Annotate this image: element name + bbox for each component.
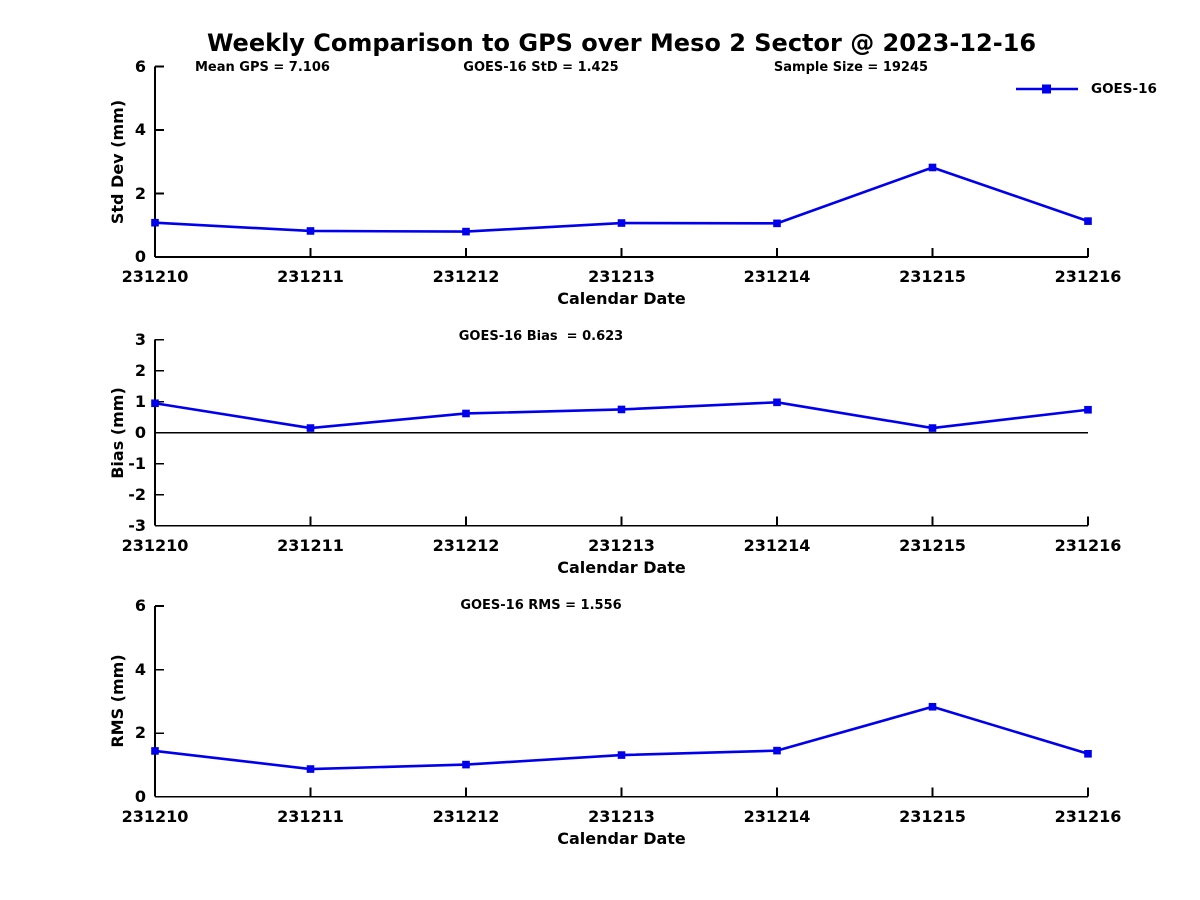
data-point-marker: [773, 398, 781, 407]
y-tick-label: -3: [128, 515, 146, 535]
data-point-marker: [617, 219, 626, 227]
data-point-marker: [1084, 405, 1092, 414]
x-tick-label: 231215: [899, 806, 966, 826]
x-tick-label: 231213: [588, 806, 655, 826]
data-point-marker: [151, 747, 159, 755]
y-axis-title: RMS (mm): [108, 654, 127, 748]
x-tick-label: 231214: [743, 267, 811, 286]
data-line: [154, 705, 1089, 771]
x-tick-label: 231212: [432, 267, 500, 286]
legend-line-sample-icon: [1016, 84, 1078, 94]
data-point-marker: [306, 765, 315, 773]
data-point-marker: [928, 424, 937, 432]
page-title: Weekly Comparison to GPS over Meso 2 Sec…: [206, 29, 1037, 57]
y-tick-label: 0: [134, 786, 146, 806]
data-point-marker: [306, 424, 315, 432]
data-point-marker: [462, 227, 470, 236]
data-point-marker: [462, 409, 470, 418]
y-axis-title: Std Dev (mm): [108, 99, 127, 224]
data-point-marker: [617, 751, 626, 759]
subplot-rms-title: GOES-16 RMS = 1.556: [460, 598, 622, 613]
data-point-marker: [306, 227, 315, 235]
data-point-marker: [773, 219, 781, 228]
x-tick-label: 231211: [277, 535, 344, 555]
x-tick-label: 231211: [277, 267, 344, 286]
y-tick-label: 4: [134, 659, 146, 679]
y-tick-label: 3: [134, 329, 146, 349]
x-tick-label: 231211: [277, 806, 344, 826]
y-tick-label: 2: [134, 360, 146, 380]
data-point-marker: [151, 399, 159, 408]
data-point-marker: [928, 163, 937, 172]
x-tick-label: 231210: [121, 806, 189, 826]
legend: GOES-16: [1014, 78, 1157, 100]
y-tick-label: 0: [134, 247, 146, 266]
x-axis-title: Calendar Date: [557, 557, 686, 577]
y-tick-label: 2: [134, 723, 146, 743]
subplot-bias-title: GOES-16 Bias = 0.623: [458, 329, 624, 344]
y-tick-label: 1: [134, 391, 146, 411]
x-tick-label: 231213: [588, 535, 655, 555]
data-point-marker: [151, 218, 159, 227]
y-tick-label: -1: [128, 453, 146, 473]
stat-mean-gps: Mean GPS = 7.106: [195, 60, 330, 75]
data-point-marker: [462, 760, 470, 769]
stat-goes16-std: GOES-16 StD = 1.425: [463, 60, 619, 75]
data-point-marker: [928, 702, 937, 711]
x-tick-label: 231216: [1054, 806, 1122, 826]
x-tick-label: 231215: [899, 267, 966, 286]
x-axis-title: Calendar Date: [557, 828, 686, 848]
legend-label: GOES-16: [1091, 81, 1157, 97]
x-axis-title: Calendar Date: [557, 289, 686, 308]
x-tick-label: 231210: [121, 535, 189, 555]
data-point-marker: [773, 746, 781, 755]
x-tick-label: 231216: [1054, 535, 1122, 555]
y-tick-label: -2: [128, 484, 146, 504]
x-tick-label: 231214: [743, 535, 811, 555]
stat-sample-size: Sample Size = 19245: [773, 60, 929, 75]
y-tick-label: 6: [134, 56, 146, 76]
y-axis-title: Bias (mm): [108, 386, 127, 479]
y-tick-label: 0: [134, 422, 146, 442]
x-tick-label: 231213: [588, 267, 655, 286]
x-tick-label: 231216: [1054, 267, 1122, 286]
data-point-marker: [1084, 749, 1092, 758]
x-tick-label: 231210: [121, 267, 189, 286]
y-tick-label: 6: [134, 596, 146, 615]
x-tick-label: 231215: [899, 535, 966, 555]
x-tick-label: 231212: [432, 535, 500, 555]
x-tick-label: 231214: [743, 806, 811, 826]
data-point-marker: [1084, 217, 1092, 225]
data-point-marker: [617, 405, 626, 414]
y-tick-label: 2: [134, 183, 146, 203]
x-tick-label: 231212: [432, 806, 500, 826]
y-tick-label: 4: [134, 120, 146, 139]
